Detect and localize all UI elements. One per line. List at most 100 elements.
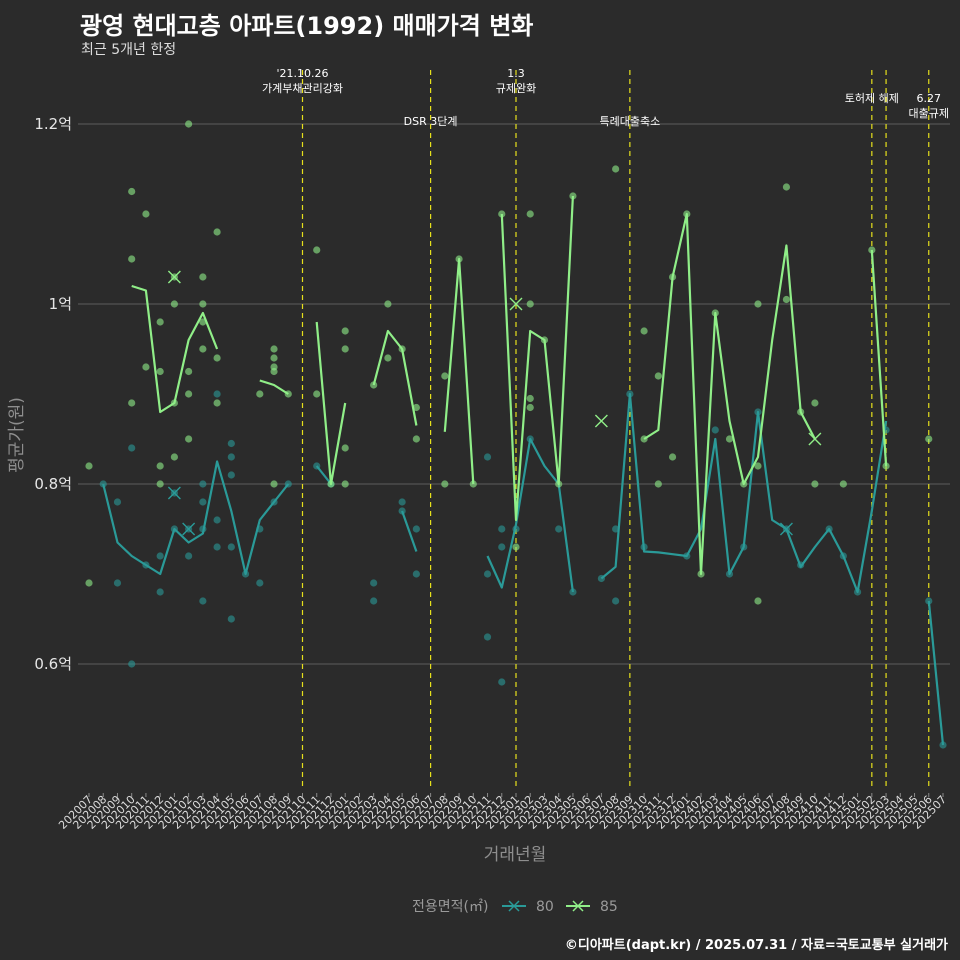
data-point-85 xyxy=(142,363,150,371)
data-point-85 xyxy=(185,435,193,443)
data-point-80 xyxy=(128,444,136,452)
data-point-85 xyxy=(156,318,164,326)
data-point-80 xyxy=(483,453,492,461)
series-80 xyxy=(99,390,947,749)
data-point-80 xyxy=(213,543,221,551)
data-point-85 xyxy=(128,255,136,263)
data-point-80 xyxy=(213,390,221,398)
data-point-80 xyxy=(199,498,207,506)
data-point-85 xyxy=(185,367,193,376)
data-point-80 xyxy=(227,615,235,623)
cancelled-deal-80 xyxy=(779,522,793,536)
data-point-85 xyxy=(185,120,193,128)
event-label: 6.27 xyxy=(917,92,942,105)
data-point-80 xyxy=(199,480,207,488)
data-point-85 xyxy=(569,192,577,200)
event-label: '21.10.26 xyxy=(276,67,328,80)
y-axis: 0.6억 0.8억 1억 1.2억 xyxy=(34,115,72,673)
series-line-85 xyxy=(870,249,888,467)
data-point-80 xyxy=(227,543,235,551)
data-point-85 xyxy=(654,480,662,488)
series-line-80 xyxy=(315,465,332,485)
data-point-85 xyxy=(199,345,207,353)
series-line-80 xyxy=(401,510,418,552)
event-label: DSR 3단계 xyxy=(404,115,458,128)
event-label: 규제완화 xyxy=(496,82,536,95)
data-point-85 xyxy=(526,210,534,218)
data-point-85 xyxy=(185,390,193,398)
data-point-85 xyxy=(384,300,392,308)
data-point-85 xyxy=(156,462,164,470)
event-label: 1.3 xyxy=(507,67,525,80)
chart-subtitle: 최근 5개년 한정 xyxy=(81,42,177,58)
data-point-85 xyxy=(839,480,847,488)
data-point-80 xyxy=(483,570,492,578)
series-line-80 xyxy=(600,392,888,594)
y-tick-label: 1.2억 xyxy=(34,115,72,133)
data-point-85 xyxy=(370,381,378,389)
cancelled-deal-85 xyxy=(808,432,822,446)
series-line-80 xyxy=(102,460,290,576)
data-point-80 xyxy=(227,439,235,448)
data-point-85 xyxy=(725,435,734,443)
data-point-85 xyxy=(313,390,321,398)
gridlines xyxy=(78,123,950,665)
data-point-80 xyxy=(185,552,193,560)
data-point-85 xyxy=(498,210,506,218)
data-point-80 xyxy=(256,579,264,587)
legend-label-80: 80 xyxy=(536,899,554,915)
series-line-80 xyxy=(927,600,945,746)
x-axis: 2020072020082020092020102020112020122021… xyxy=(56,793,949,832)
data-point-80 xyxy=(370,597,378,605)
y-tick-label: 0.8억 xyxy=(34,475,72,493)
data-point-80 xyxy=(612,525,620,533)
data-point-85 xyxy=(156,367,164,376)
data-point-85 xyxy=(526,300,534,308)
data-point-85 xyxy=(170,453,178,461)
legend-item-85: 85 xyxy=(566,899,618,915)
data-point-85 xyxy=(128,187,136,196)
data-point-80 xyxy=(156,552,164,560)
data-point-80 xyxy=(113,579,122,587)
cancelled-deal-80 xyxy=(182,522,196,536)
data-point-85 xyxy=(170,300,178,308)
series-line-85 xyxy=(131,284,219,414)
data-point-80 xyxy=(128,660,136,668)
data-point-85 xyxy=(85,579,93,587)
data-point-85 xyxy=(199,300,207,308)
data-point-85 xyxy=(526,394,534,403)
data-point-85 xyxy=(85,462,93,470)
data-point-80 xyxy=(711,426,719,434)
data-point-85 xyxy=(782,295,791,304)
data-point-85 xyxy=(512,543,520,551)
data-point-85 xyxy=(754,597,762,605)
data-point-80 xyxy=(483,633,492,641)
y-axis-label: 평균가(원) xyxy=(7,397,27,473)
data-point-80 xyxy=(412,570,420,578)
series-line-85 xyxy=(643,212,816,576)
cancelled-deal-85 xyxy=(509,297,523,311)
series-85 xyxy=(85,120,933,605)
event-label: 토허제 해제 xyxy=(845,91,899,105)
data-point-80 xyxy=(612,597,620,605)
data-point-85 xyxy=(782,183,791,191)
data-point-85 xyxy=(640,327,648,335)
data-point-85 xyxy=(754,300,762,308)
data-point-85 xyxy=(526,403,534,412)
data-point-85 xyxy=(313,246,321,254)
data-point-85 xyxy=(654,372,662,380)
data-point-80 xyxy=(227,471,235,479)
event-label: 가계부채관리강화 xyxy=(262,82,343,95)
data-point-80 xyxy=(498,678,506,686)
cancelled-deal-85 xyxy=(167,270,181,284)
event-label: 특례대출축소 xyxy=(599,115,660,128)
data-point-85 xyxy=(341,444,349,452)
data-point-85 xyxy=(612,165,620,173)
series-line-85 xyxy=(500,195,574,522)
legend-title: 전용면적(㎡) xyxy=(412,899,488,915)
data-point-85 xyxy=(811,480,819,488)
data-point-80 xyxy=(370,579,378,587)
data-point-80 xyxy=(156,588,164,596)
data-point-85 xyxy=(412,435,420,443)
